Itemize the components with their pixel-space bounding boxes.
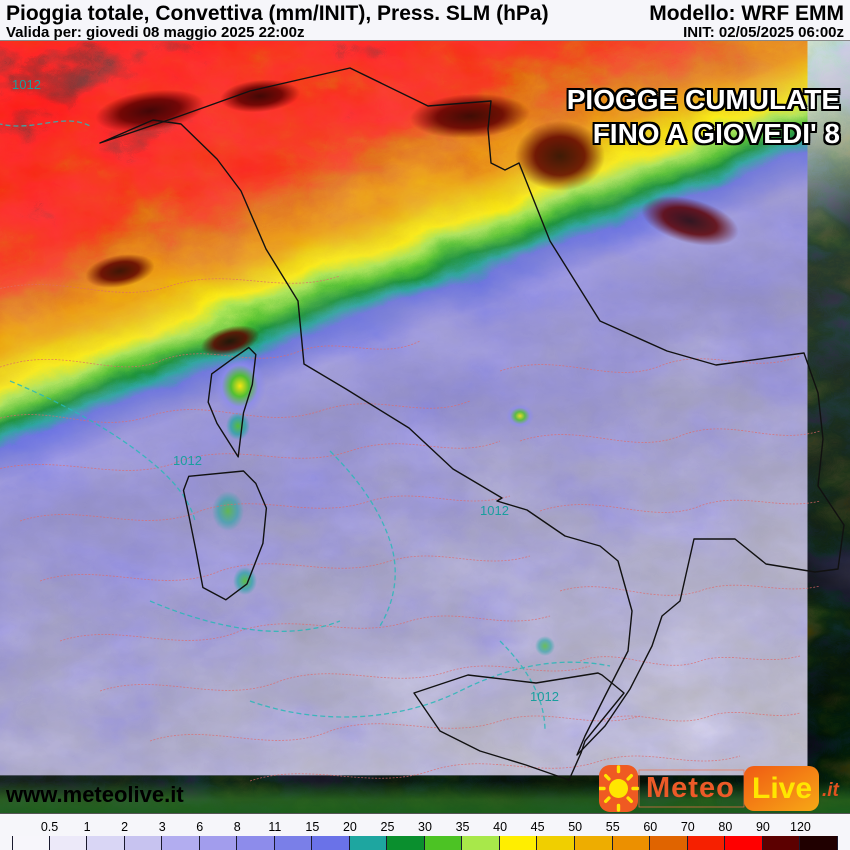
svg-text:Meteo: Meteo [646, 772, 735, 804]
svg-text:.it: .it [822, 780, 840, 801]
svg-text:Live: Live [752, 772, 812, 805]
svg-text:1012: 1012 [480, 503, 509, 518]
svg-text:1012: 1012 [530, 689, 559, 704]
svg-text:1012: 1012 [12, 77, 41, 92]
svg-text:1012: 1012 [173, 453, 202, 468]
